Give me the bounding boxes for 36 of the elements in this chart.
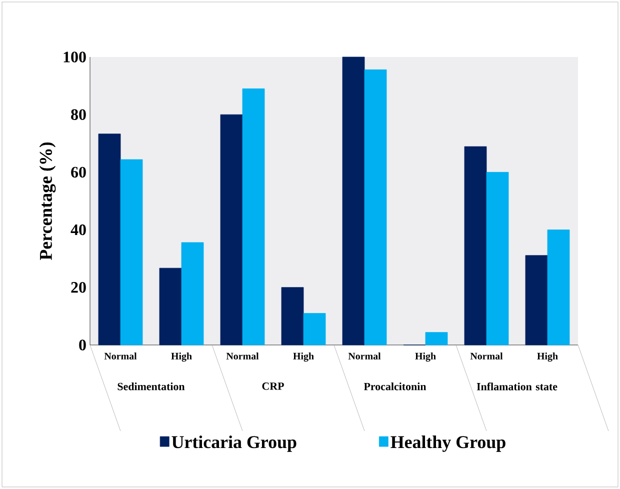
text: Sedimentation — [118, 382, 185, 390]
x-tick-label: Normal — [348, 352, 381, 360]
bar — [159, 268, 182, 346]
x-tick-label: Normal — [104, 352, 137, 360]
y-tick-label: 0 — [79, 340, 86, 350]
legend-label: Healthy Group — [390, 436, 506, 452]
x-tick-label: High — [415, 352, 436, 362]
x-tick-label: Normal — [470, 352, 503, 360]
bar — [98, 134, 121, 346]
text: Procalcitonin — [364, 382, 426, 390]
bar — [220, 114, 243, 346]
x-tick-label: High — [293, 352, 314, 362]
y-tick-label: 100 — [64, 52, 86, 62]
bar — [303, 313, 326, 346]
y-axis-title: Percentage (%) — [39, 142, 56, 260]
bar — [120, 159, 143, 346]
y-tick-label: 20 — [71, 282, 86, 293]
y-tick-label: 60 — [71, 166, 86, 178]
legend-label: Urticaria Group — [172, 436, 296, 452]
x-tick-label: High — [537, 352, 558, 362]
text: Inflamation state — [476, 382, 558, 390]
text: CRP — [262, 382, 284, 390]
bar — [547, 230, 570, 346]
bar — [242, 88, 265, 346]
x-tick-label: Normal — [226, 352, 259, 360]
bar — [364, 69, 387, 346]
y-tick-label: 80 — [71, 109, 86, 120]
bar — [525, 255, 548, 346]
bar — [425, 332, 448, 346]
y-tick-label: 40 — [70, 224, 86, 236]
bar — [486, 172, 509, 346]
bar — [181, 242, 204, 346]
bar — [464, 146, 487, 346]
x-tick-label: High — [171, 352, 192, 362]
bar — [281, 287, 304, 346]
bar — [342, 56, 365, 346]
